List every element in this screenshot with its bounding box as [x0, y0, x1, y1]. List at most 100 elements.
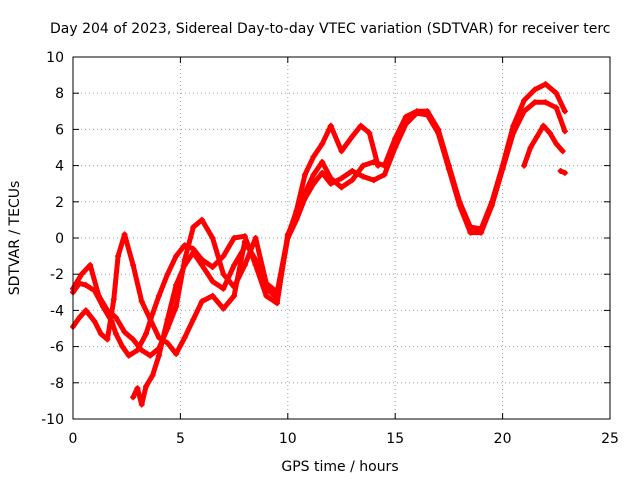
data-point-marker: [112, 330, 119, 337]
data-point-marker: [181, 334, 188, 341]
data-point-marker: [82, 307, 89, 314]
data-point-marker: [76, 314, 83, 321]
data-point-marker: [231, 283, 238, 290]
data-point-marker: [198, 298, 205, 305]
data-point-marker: [319, 140, 326, 147]
data-point-marker: [553, 140, 560, 147]
data-point-marker: [366, 130, 373, 137]
data-point-marker: [488, 202, 495, 209]
data-point-marker: [241, 238, 248, 245]
data-point-marker: [104, 307, 111, 314]
data-point-marker: [540, 122, 547, 129]
data-point-marker: [284, 233, 291, 240]
data-point-marker: [392, 144, 399, 151]
data-point-marker: [263, 285, 270, 292]
data-point-marker: [359, 162, 366, 169]
data-point-marker: [301, 171, 308, 178]
data-point-marker: [112, 314, 119, 321]
data-point-marker: [521, 97, 528, 104]
data-point-marker: [147, 352, 154, 359]
data-point-marker: [338, 184, 345, 191]
data-point-marker: [164, 316, 171, 323]
series-satellite-arc-3: [70, 122, 382, 359]
data-point-marker: [82, 282, 89, 289]
data-point-marker: [252, 256, 259, 263]
data-point-marker: [97, 330, 104, 337]
y-tick-label: 8: [55, 86, 64, 102]
x-tick-label: 0: [69, 431, 78, 447]
data-point-marker: [349, 133, 356, 140]
data-point-marker: [338, 175, 345, 182]
data-point-marker: [220, 285, 227, 292]
data-point-marker: [561, 128, 568, 135]
series-line: [70, 123, 381, 359]
data-point-marker: [87, 262, 94, 269]
data-point-marker: [542, 99, 549, 106]
data-point-marker: [231, 262, 238, 269]
data-point-marker: [121, 231, 128, 238]
data-point-marker: [91, 318, 98, 325]
data-point-marker: [130, 262, 137, 269]
data-point-marker: [510, 130, 517, 137]
data-point-marker: [499, 166, 506, 173]
x-tick-label: 25: [601, 431, 619, 447]
y-axis-label: SDTVAR / TECUs: [7, 181, 23, 296]
y-tick-label: 6: [55, 122, 64, 138]
data-point-marker: [173, 350, 180, 357]
data-point-marker: [542, 81, 549, 88]
data-point-marker: [557, 168, 564, 175]
y-tick-label: 10: [46, 50, 64, 66]
y-tick-label: -10: [41, 412, 64, 428]
data-point-marker: [173, 253, 180, 260]
data-point-marker: [310, 153, 317, 160]
data-point-marker: [181, 262, 188, 269]
data-point-marker: [149, 372, 156, 379]
data-point-marker: [190, 224, 197, 231]
data-point-marker: [130, 336, 137, 343]
data-point-marker: [467, 229, 474, 236]
axis-ticks: 0 5 10 15 20 25 -10 -8 -6 -4 -2 0 2 4 6 8 10: [41, 50, 619, 447]
data-point-marker: [209, 235, 216, 241]
data-point-marker: [561, 169, 568, 176]
y-tick-label: -6: [50, 340, 64, 356]
series-satellite-arc-6: [557, 168, 568, 176]
data-point-marker: [138, 298, 145, 305]
series-satellite-arc-5: [521, 122, 566, 169]
y-tick-label: 0: [55, 231, 64, 247]
data-point-marker: [531, 86, 538, 93]
data-point-marker: [104, 336, 111, 343]
data-point-marker: [546, 130, 553, 137]
data-point-marker: [110, 296, 117, 303]
data-point-marker: [402, 113, 409, 120]
x-axis-label: GPS time / hours: [281, 459, 398, 475]
data-point-marker: [478, 229, 485, 236]
x-tick-label: 15: [386, 431, 404, 447]
data-point-marker: [445, 166, 452, 173]
data-point-marker: [553, 90, 560, 97]
series-satellite-arc-4: [130, 244, 248, 408]
data-point-marker: [319, 169, 326, 176]
data-point-marker: [198, 262, 205, 269]
data-point-marker: [209, 292, 216, 299]
x-tick-label: 20: [494, 431, 512, 447]
data-point-marker: [310, 171, 317, 178]
data-point-marker: [263, 280, 270, 287]
data-point-marker: [310, 180, 317, 187]
data-point-marker: [209, 278, 216, 285]
data-point-marker: [561, 108, 568, 115]
data-point-marker: [125, 352, 132, 359]
data-point-marker: [241, 262, 248, 269]
data-point-marker: [381, 171, 388, 178]
data-point-marker: [274, 300, 281, 307]
data-point-marker: [190, 249, 197, 256]
data-point-marker: [456, 202, 463, 209]
y-tick-label: -4: [50, 303, 64, 319]
data-point-marker: [413, 110, 420, 117]
data-point-marker: [198, 216, 205, 223]
data-point-marker: [209, 263, 216, 270]
data-point-marker: [220, 305, 227, 312]
data-point-marker: [375, 162, 382, 169]
data-point-marker: [252, 235, 259, 241]
data-point-marker: [301, 195, 308, 202]
